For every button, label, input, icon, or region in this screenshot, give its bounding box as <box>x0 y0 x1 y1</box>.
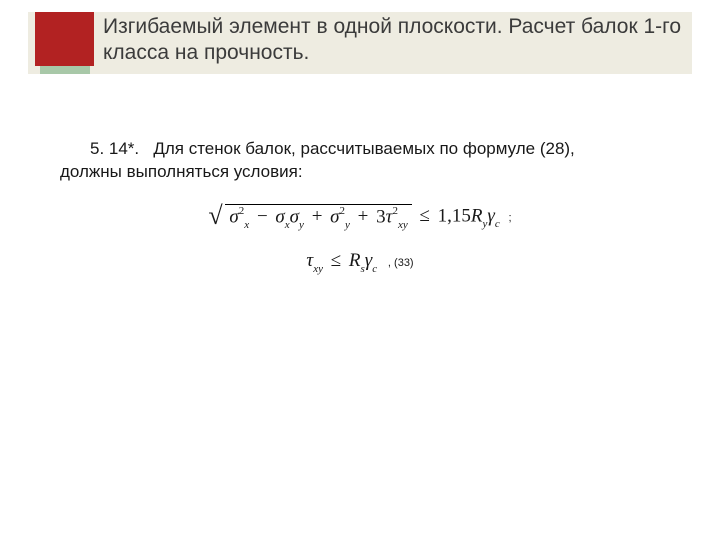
plus-2: + <box>355 206 372 227</box>
sub-4: y <box>345 219 350 231</box>
sup-2: 2 <box>340 205 346 217</box>
sub-c2: c <box>372 263 377 275</box>
sup-1: 2 <box>239 205 245 217</box>
sup-3: 2 <box>392 205 398 217</box>
minus-1: − <box>254 206 271 227</box>
sub-5: xy <box>398 219 408 231</box>
coef-115: 1,15 <box>438 205 471 226</box>
le-1: ≤ <box>416 205 432 226</box>
radicand: σ2x − σxσy + σ2y + 3τ2xy <box>225 204 411 230</box>
slide: Изгибаемый элемент в одной плоскости. Ра… <box>0 0 720 540</box>
clause-number: 5. 14*. <box>90 139 139 158</box>
gamma-1: γ <box>487 205 495 226</box>
sub-Ry: y <box>483 218 488 230</box>
sub-xy2: xy <box>313 263 323 275</box>
sqrt-sign-icon: √ <box>208 203 222 229</box>
sub-2: x <box>285 219 290 231</box>
sub-1: x <box>244 219 249 231</box>
formula-1: √ σ2x − σxσy + σ2y + 3τ2xy ≤ 1,15Ryγc ; <box>60 204 660 230</box>
sub-c1: c <box>495 218 500 230</box>
sub-s: s <box>361 263 365 275</box>
clause-text-2: должны выполняться условия: <box>60 162 303 181</box>
le-2: ≤ <box>328 250 344 271</box>
plus-1: + <box>309 206 326 227</box>
sigma-2: σ <box>275 206 284 227</box>
clause-label: 5. 14*. Для стенок балок, рассчитываемых… <box>60 138 575 161</box>
coef-3: 3 <box>376 206 386 227</box>
header-accent-block <box>35 12 94 66</box>
sub-3: y <box>299 219 304 231</box>
formula-2-number: , (33) <box>388 257 414 269</box>
sigma-3: σ <box>290 206 299 227</box>
formula-2: τxy ≤ Rsγc , (33) <box>60 250 660 274</box>
R-1: R <box>471 205 483 226</box>
sqrt-expression: √ σ2x − σxσy + σ2y + 3τ2xy <box>208 204 411 230</box>
formula-1-trail: ; <box>509 212 512 224</box>
R-2: R <box>349 250 361 271</box>
sigma-4: σ <box>330 206 339 227</box>
paragraph-1: 5. 14*. Для стенок балок, рассчитываемых… <box>60 138 660 184</box>
sigma-1: σ <box>229 206 238 227</box>
header-accent-stripe <box>40 66 90 74</box>
clause-text-1: Для стенок балок, рассчитываемых по форм… <box>153 139 574 158</box>
body-content: 5. 14*. Для стенок балок, рассчитываемых… <box>60 138 660 274</box>
formula-block: √ σ2x − σxσy + σ2y + 3τ2xy ≤ 1,15Ryγc ; <box>60 204 660 274</box>
page-title: Изгибаемый элемент в одной плоскости. Ра… <box>103 14 683 67</box>
